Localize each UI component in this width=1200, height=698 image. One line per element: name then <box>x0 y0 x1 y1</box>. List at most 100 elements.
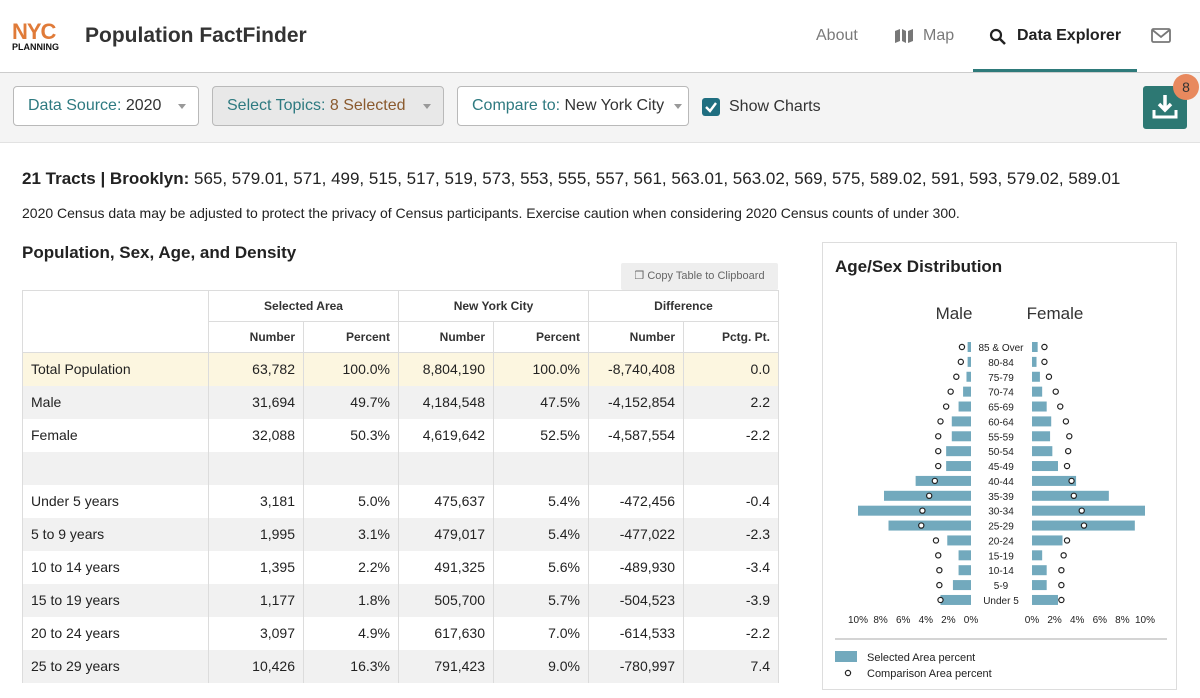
cell: -489,930 <box>588 550 684 584</box>
compare-select[interactable]: Compare to: New York City <box>457 86 689 126</box>
cell: -2.3 <box>683 517 779 551</box>
data-table: Selected Area New York City Difference Numb… <box>22 290 779 683</box>
male-bar <box>940 594 971 605</box>
male-bar <box>858 505 971 516</box>
table-row: Male 31,694 49.7% 4,184,548 47.5% -4,152,854 2… <box>22 385 779 419</box>
cell: 4,619,642 <box>398 418 494 452</box>
male-bar <box>952 580 971 591</box>
cell: 8,804,190 <box>398 352 494 386</box>
cell: -2.2 <box>683 418 779 452</box>
female-bar <box>1032 371 1040 382</box>
row-label: 10 to 14 years <box>22 550 209 584</box>
mail-icon[interactable] <box>1151 28 1172 44</box>
female-comparison <box>1052 388 1059 395</box>
cell: 4,184,548 <box>398 385 494 419</box>
age-label: 55-59 <box>988 432 1014 443</box>
cell: 617,630 <box>398 616 494 650</box>
female-comparison <box>1045 373 1053 380</box>
age-label: 75-79 <box>988 373 1014 384</box>
cell: 16.3% <box>303 649 399 683</box>
cell: 0.0 <box>683 352 779 386</box>
toolbar: Data Source: 2020 Select Topics: 8 Selec… <box>0 73 1200 143</box>
group-header: New York City <box>398 290 589 322</box>
female-comparison <box>1066 433 1073 440</box>
topics-select[interactable]: Select Topics: 8 Selected <box>212 86 444 126</box>
cell: -4,587,554 <box>588 418 684 452</box>
female-bar <box>1032 475 1077 486</box>
male-bar <box>958 565 971 576</box>
cell: 31,694 <box>208 385 304 419</box>
cell: 1,995 <box>208 517 304 551</box>
cell: 9.0% <box>493 649 589 683</box>
age-label: 65-69 <box>988 403 1014 414</box>
selection-line: 21 Tracts | Brooklyn: 565, 579.01, 571, … <box>22 169 1120 189</box>
cell: 100.0% <box>303 352 399 386</box>
age-label: 35-39 <box>988 492 1014 503</box>
cell: 3,097 <box>208 616 304 650</box>
cell: 7.4 <box>683 649 779 683</box>
nav-data-explorer[interactable]: Data Explorer <box>1017 27 1122 44</box>
row-label: Total Population <box>22 352 209 386</box>
male-comparison <box>957 358 965 366</box>
female-comparison <box>1064 447 1072 455</box>
copy-label: Copy Table to Clipboard <box>647 270 765 282</box>
female-bar <box>1032 565 1047 576</box>
cell: 5.0% <box>303 484 399 518</box>
cell: -0.4 <box>683 484 779 518</box>
cell: 63,782 <box>208 352 304 386</box>
female-comparison <box>1062 418 1070 425</box>
column-header: Pctg. Pt. <box>683 321 779 353</box>
female-comparison <box>1041 358 1048 366</box>
app-title[interactable]: Population FactFinder <box>85 24 307 47</box>
notice: 2020 Census data may be adjusted to prot… <box>22 205 960 221</box>
row-label: Female <box>22 418 209 452</box>
cell: 791,423 <box>398 649 494 683</box>
nav-about[interactable]: About <box>816 27 858 44</box>
legend-label: Comparison Area percent <box>867 668 992 680</box>
row-label: Under 5 years <box>22 484 209 518</box>
female-comparison <box>1070 492 1078 499</box>
checkbox[interactable] <box>702 98 720 116</box>
male-comparison <box>936 581 943 589</box>
show-charts-label[interactable]: Show Charts <box>729 98 821 115</box>
cell: -4,152,854 <box>588 385 684 419</box>
table-row: Female 32,088 50.3% 4,619,642 52.5% -4,587,55… <box>22 418 779 452</box>
male-comparison <box>942 403 950 410</box>
male-bar <box>958 550 971 561</box>
nav-map[interactable]: Map <box>923 27 955 44</box>
x-tick-label: 8% <box>1115 615 1130 626</box>
male-bar <box>947 535 971 546</box>
row-label: 20 to 24 years <box>22 616 209 650</box>
spacer-cell <box>22 451 209 485</box>
column-header: Percent <box>303 321 399 353</box>
map-icon <box>895 29 913 43</box>
female-comparison <box>1058 596 1065 604</box>
female-bar <box>1032 580 1047 591</box>
cell: 2.2 <box>683 385 779 419</box>
data-source-select[interactable]: Data Source: 2020 <box>13 86 199 126</box>
female-bar <box>1032 401 1047 412</box>
age-label: 45-49 <box>988 462 1014 473</box>
female-comparison <box>1080 522 1088 529</box>
label: Data Source: <box>28 97 122 114</box>
age-label: 70-74 <box>988 388 1014 399</box>
label: Compare to: <box>472 97 561 114</box>
download-icon <box>1152 95 1178 119</box>
logo-mark[interactable]: NYC <box>12 19 56 44</box>
spacer-cell <box>398 451 494 485</box>
cell: 10,426 <box>208 649 304 683</box>
female-comparison <box>1041 343 1048 351</box>
column-header: Percent <box>493 321 589 353</box>
age-label: Under 5 <box>983 596 1019 607</box>
copy-button[interactable]: ❐ Copy Table to Clipboard <box>621 263 778 290</box>
x-tick-label: 0% <box>1025 615 1040 626</box>
male-comparison <box>932 537 940 544</box>
group-header: Difference <box>588 290 779 322</box>
male-comparison <box>935 552 942 559</box>
chart-title: Age/Sex Distribution <box>835 257 1002 276</box>
badge: 8 <box>1173 74 1199 100</box>
table-row: Total Population 63,782 100.0% 8,804,190 100… <box>22 352 779 386</box>
label: Select Topics: <box>227 97 326 114</box>
logo-text[interactable]: PLANNING <box>12 42 59 52</box>
